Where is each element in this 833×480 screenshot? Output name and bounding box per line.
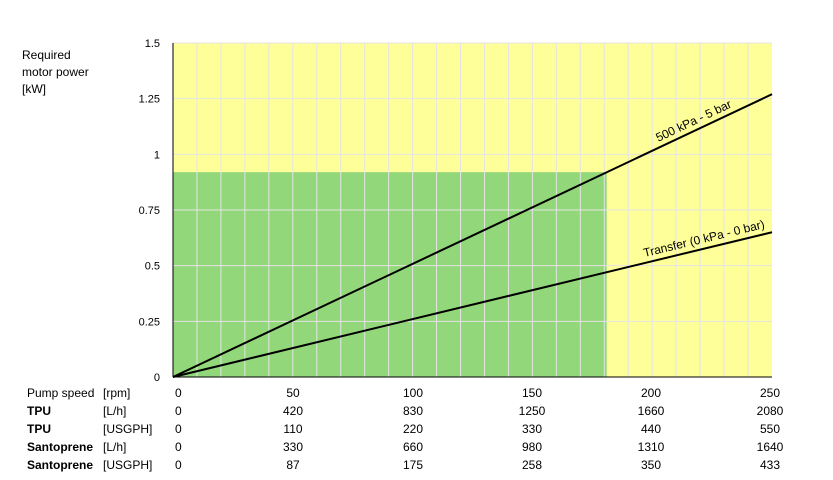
table-cell: 660 bbox=[403, 440, 423, 454]
table-row-unit: [USGPH] bbox=[103, 458, 152, 472]
table-cell: 1640 bbox=[757, 440, 784, 454]
table-cell: 50 bbox=[286, 386, 300, 400]
y-tick-label: 1.25 bbox=[139, 94, 160, 106]
table-cell: 220 bbox=[403, 422, 423, 436]
table-cell: 420 bbox=[283, 404, 303, 418]
y-tick-label: 0.25 bbox=[139, 316, 160, 328]
table-cell: 150 bbox=[522, 386, 542, 400]
table-cell: 0 bbox=[175, 458, 182, 472]
table-row-name: Pump speed bbox=[27, 386, 94, 400]
series-line-1 bbox=[172, 93, 773, 378]
table-cell: 1310 bbox=[638, 440, 665, 454]
table-cell: 0 bbox=[175, 422, 182, 436]
table-cell: 330 bbox=[283, 440, 303, 454]
table-cell: 433 bbox=[760, 458, 780, 472]
table-cell: 0 bbox=[175, 404, 182, 418]
series-line-2 bbox=[172, 231, 773, 378]
table-cell: 2080 bbox=[757, 404, 784, 418]
table-cell: 87 bbox=[286, 458, 300, 472]
table-cell: 330 bbox=[522, 422, 542, 436]
table-cell: 440 bbox=[641, 422, 661, 436]
table-cell: 1660 bbox=[638, 404, 665, 418]
table-row-unit: [L/h] bbox=[103, 440, 126, 454]
table-cell: 830 bbox=[403, 404, 423, 418]
table-row-name: Santoprene bbox=[27, 440, 93, 454]
table-row-unit: [USGPH] bbox=[103, 422, 152, 436]
table-row-name: TPU bbox=[27, 422, 51, 436]
table-row-unit: [L/h] bbox=[103, 404, 126, 418]
table-cell: 250 bbox=[760, 386, 780, 400]
y-axis-label: Required motor power [kW] bbox=[22, 48, 89, 96]
y-tick-label: 0.75 bbox=[139, 205, 160, 217]
y-tick-label: 1.5 bbox=[145, 38, 160, 50]
y-tick-label: 0 bbox=[154, 372, 160, 384]
table-cell: 110 bbox=[283, 422, 302, 436]
table-row-name: Santoprene bbox=[27, 458, 93, 472]
table-cell: 0 bbox=[175, 386, 182, 400]
table-cell: 200 bbox=[641, 386, 661, 400]
table-cell: 258 bbox=[522, 458, 542, 472]
table-cell: 175 bbox=[403, 458, 423, 472]
table-cell: 980 bbox=[522, 440, 542, 454]
table-cell: 100 bbox=[403, 386, 423, 400]
table-row-name: TPU bbox=[27, 404, 51, 418]
table-cell: 350 bbox=[641, 458, 661, 472]
y-tick-label: 1 bbox=[154, 149, 160, 161]
table-cell: 1250 bbox=[519, 404, 546, 418]
table-cell: 550 bbox=[760, 422, 780, 436]
table-row-unit: [rpm] bbox=[103, 386, 130, 400]
y-tick-label: 0.5 bbox=[145, 261, 160, 273]
table-cell: 0 bbox=[175, 440, 182, 454]
